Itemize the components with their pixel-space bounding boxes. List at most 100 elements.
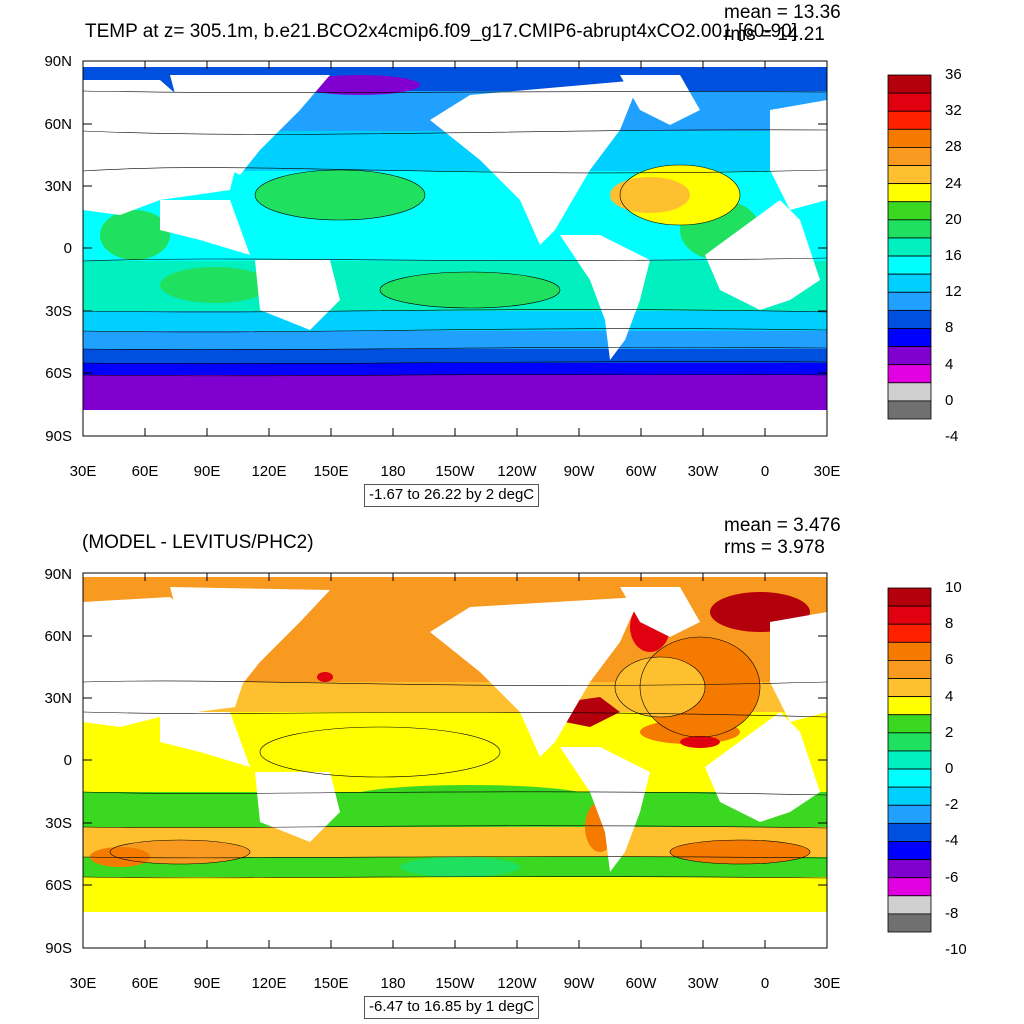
colorbar-swatch [887,641,932,661]
lon-label: 30W [687,463,719,480]
colorbar-label: 24 [945,174,962,192]
colorbar [887,74,932,420]
lon-label: 180 [380,975,406,992]
colorbar-swatch [887,841,932,860]
lon-label: 120W [497,975,537,992]
colorbar-label: 0 [945,760,954,778]
axis-ticks [83,60,827,437]
colorbar-swatch [887,605,932,625]
colorbar-label: 16 [945,247,962,265]
colorbar-swatch [887,822,932,842]
lon-label: 180 [380,463,406,480]
colorbar [887,587,932,933]
difference-map-svg [82,572,932,949]
lat-label: 30S [45,815,72,832]
lat-label: 0 [63,752,72,769]
map-title: TEMP at z= 305.1m, b.e21.BCO2x4cmip6.f09… [85,21,798,42]
colorbar-swatch [887,660,932,679]
colorbar-label: -4 [945,832,959,850]
map-title: (MODEL - LEVITUS/PHC2) [82,532,314,553]
colorbar-swatch [887,714,932,734]
lat-label: 60N [44,628,72,645]
axis-ticks [83,573,827,948]
colorbar-swatch [887,346,932,366]
colorbar-label: 0 [945,391,954,409]
difference-field [83,573,827,948]
colorbar-swatch [887,750,932,770]
lat-label: 0 [63,240,72,257]
rms-value: rms = 14.21 [724,24,825,45]
lon-label: 30E [69,975,97,992]
colorbar-swatch [887,183,932,203]
lat-label: 90N [44,53,72,70]
temperature-field [83,61,827,436]
lat-label: 30N [44,178,72,195]
lon-label: 30E [69,463,97,480]
lon-label: 30E [813,975,841,992]
lat-label: 60N [44,116,72,133]
lon-label: 90W [563,463,595,480]
lon-label: 60E [131,975,159,992]
lon-label: 30W [687,975,719,992]
lon-label: 150W [435,975,475,992]
colorbar-label: -2 [945,796,959,814]
lon-label: 120E [251,975,287,992]
colorbar-swatch [887,696,932,716]
mean-value: mean = 13.36 [724,2,841,23]
colorbar-swatch [887,382,932,402]
colorbar-swatch [887,786,932,806]
rms-value: rms = 3.978 [724,537,825,558]
colorbar-swatch [887,309,932,329]
colorbar-label: 2 [945,723,954,741]
colorbar-swatch [887,859,932,879]
colorbar-label: 4 [945,687,954,705]
colorbar-label: -4 [945,428,959,446]
colorbar-label: -10 [945,941,967,959]
colorbar-swatch [887,273,932,293]
lon-label: 60E [131,463,159,480]
lat-label: 60S [45,877,72,894]
colorbar-swatch [887,732,932,752]
lon-label: 0 [760,975,770,992]
lon-label: 0 [760,463,770,480]
colorbar-label: 8 [945,319,954,337]
lon-label: 60W [625,975,657,992]
lat-label: 30N [44,690,72,707]
colorbar-swatch [887,147,932,166]
colorbar-label: -8 [945,904,959,922]
lon-label: 90E [193,463,221,480]
colorbar-label: 4 [945,355,954,373]
lon-label: 150E [313,463,349,480]
colorbar-swatch [887,255,932,275]
colorbar-swatch [887,92,932,112]
colorbar-label: 10 [945,579,962,596]
colorbar-swatch [887,587,932,607]
colorbar-label: 6 [945,651,954,669]
colorbar-swatch [887,291,932,311]
colorbar-swatch [887,400,932,420]
colorbar-swatch [887,768,932,788]
colorbar-swatch [887,804,932,824]
temperature-map-svg [82,60,932,437]
colorbar-label: 28 [945,138,962,156]
colorbar-swatch [887,201,932,221]
colorbar-swatch [887,237,932,257]
lat-label: 90S [45,428,72,445]
contour-info-box: -1.67 to 26.22 by 2 degC [364,484,540,507]
lon-label: 30E [813,463,841,480]
lon-label: 90E [193,975,221,992]
colorbar-swatch [887,110,932,130]
colorbar-label: 36 [945,66,962,83]
colorbar-swatch [887,364,932,384]
colorbar-swatch [887,128,932,148]
colorbar-swatch [887,165,932,185]
colorbar-label: 32 [945,102,962,120]
colorbar-label: 8 [945,615,954,633]
lon-label: 60W [625,463,657,480]
temperature-map-panel: TEMP at z= 305.1m, b.e21.BCO2x4cmip6.f09… [44,2,962,507]
lat-label: 60S [45,365,72,382]
lon-label: 120W [497,463,537,480]
colorbar-label: 20 [945,210,962,228]
lat-label: 90S [45,940,72,957]
lat-label: 90N [44,566,72,583]
